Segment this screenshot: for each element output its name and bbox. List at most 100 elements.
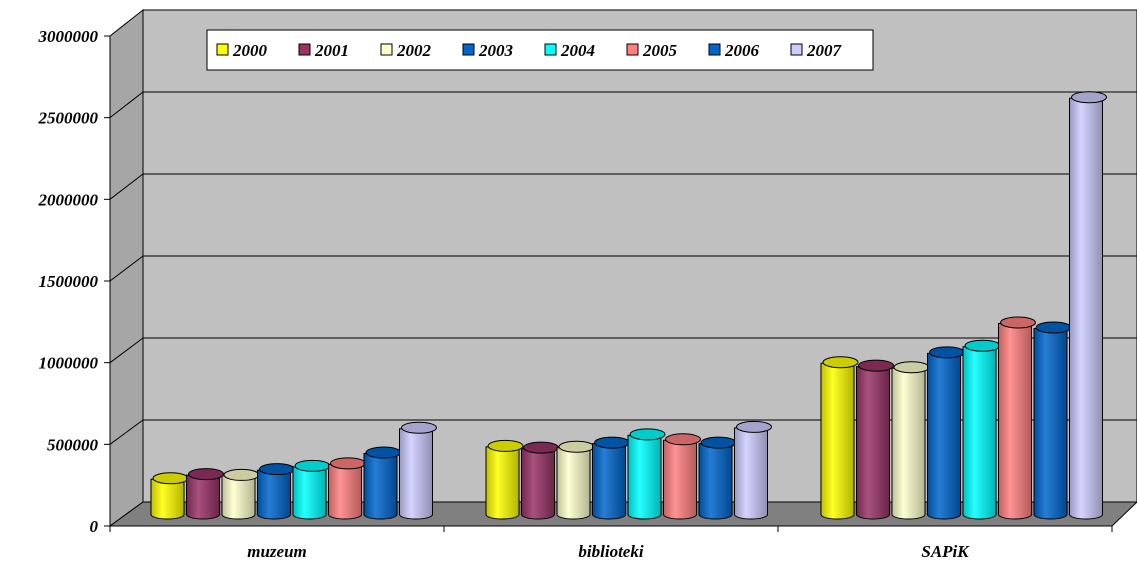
- gridline-side: [109, 337, 144, 364]
- legend-label: 2004: [560, 41, 595, 60]
- legend-swatch: [216, 43, 229, 56]
- x-category-label: biblioteki: [578, 542, 643, 561]
- legend-swatch: [462, 43, 475, 56]
- bar-SAPiK-2004: [962, 339, 1001, 520]
- bar-biblioteki-2005: [663, 433, 701, 520]
- y-tick-label: 500000: [47, 435, 99, 454]
- bar-muzeum-2005: [328, 457, 366, 520]
- bar-top: [594, 436, 630, 449]
- bar-body: [998, 323, 1032, 520]
- gridline-side: [109, 419, 144, 445]
- bar-biblioteki-2004: [627, 428, 666, 520]
- legend-label: 2001: [314, 41, 349, 60]
- bar-top: [365, 446, 402, 459]
- bar-SAPiK-2003: [927, 346, 965, 520]
- bar-body: [363, 453, 398, 520]
- bar-body: [962, 346, 997, 520]
- x-axis: muzeum biblioteki SAPiK: [109, 525, 1113, 561]
- bar-body: [627, 434, 662, 520]
- bar-top: [893, 361, 930, 374]
- bar-biblioteki-2000: [485, 439, 524, 520]
- legend-label: 2003: [478, 41, 514, 60]
- bar-SAPiK-2005: [998, 316, 1036, 520]
- bar-top: [558, 440, 595, 453]
- y-tick-label: 1000000: [39, 354, 99, 373]
- bar-SAPiK-2002: [891, 361, 930, 520]
- bar-top: [487, 439, 524, 452]
- bar-body: [328, 463, 362, 520]
- bar-biblioteki-2001: [521, 441, 559, 520]
- bar-biblioteki-2002: [556, 440, 595, 520]
- bar-body: [927, 352, 961, 520]
- bar-muzeum-2001: [186, 468, 224, 520]
- bar-body: [292, 466, 327, 520]
- bar-body: [221, 475, 256, 520]
- bar-body: [1033, 327, 1068, 520]
- bar-biblioteki-2007: [734, 420, 772, 520]
- bar-top: [858, 359, 894, 372]
- bar-body: [592, 443, 626, 520]
- bar-body: [663, 439, 697, 520]
- bar-top: [822, 356, 859, 369]
- bar-top: [1071, 91, 1107, 104]
- y-tick-label: 2000000: [38, 190, 99, 209]
- bar-SAPiK-2006: [1033, 321, 1072, 520]
- legend: 2000 2001 2002 2003 2004 2005 2006 2007: [206, 29, 874, 71]
- bar-SAPiK-2007: [1069, 91, 1107, 520]
- bar-top: [152, 472, 189, 485]
- bar-body: [186, 474, 220, 520]
- bar-top: [330, 457, 366, 470]
- bar-body: [891, 367, 926, 520]
- y-tick-label: 2500000: [38, 109, 99, 128]
- bar-muzeum-2002: [221, 468, 260, 520]
- bar-body: [556, 447, 591, 520]
- gridline-side: [109, 255, 144, 282]
- bar-top: [736, 420, 772, 433]
- bar-top: [523, 441, 559, 454]
- gridline-side: [109, 91, 144, 119]
- bar-body: [399, 428, 433, 520]
- gridline-side: [109, 173, 144, 200]
- legend-swatch: [544, 43, 557, 56]
- bar-body: [485, 446, 520, 520]
- legend-swatch: [626, 43, 639, 56]
- bar-top: [259, 463, 295, 476]
- bar-body: [150, 478, 185, 520]
- legend-label: 2005: [642, 41, 678, 60]
- bar-top: [188, 468, 224, 481]
- legend-swatch: [380, 43, 393, 56]
- legend-swatch: [790, 43, 803, 56]
- legend-swatch: [298, 43, 311, 56]
- bar-body: [734, 427, 768, 520]
- bar-body: [820, 362, 855, 520]
- bar-top: [629, 428, 666, 441]
- bar-top: [401, 421, 437, 434]
- bar-muzeum-2006: [363, 446, 402, 520]
- bar-muzeum-2000: [150, 472, 189, 520]
- bar-top: [700, 436, 737, 449]
- bar-top: [929, 346, 965, 359]
- y-tick-label: 3000000: [38, 27, 99, 46]
- legend-label: 2007: [806, 41, 843, 60]
- bar-muzeum-2004: [292, 459, 331, 520]
- bar-top: [665, 433, 701, 446]
- x-category-label: SAPiK: [921, 542, 970, 561]
- bar-body: [856, 366, 890, 520]
- bar-body: [698, 443, 733, 520]
- bar-top: [1000, 316, 1036, 329]
- bar-muzeum-2007: [399, 421, 437, 520]
- legend-label: 2002: [396, 41, 432, 60]
- bar-body: [257, 469, 291, 520]
- bars: [150, 91, 1107, 520]
- bar-SAPiK-2001: [856, 359, 894, 520]
- bar-body: [1069, 97, 1103, 520]
- legend-label: 2006: [724, 41, 760, 60]
- legend-swatch: [708, 43, 721, 56]
- bar-muzeum-2003: [257, 463, 295, 520]
- y-axis: 0 500000 1000000 1500000 2000000 2500000 30000…: [38, 27, 111, 536]
- bar-biblioteki-2003: [592, 436, 630, 520]
- legend-label: 2000: [232, 41, 268, 60]
- bar-biblioteki-2006: [698, 436, 737, 520]
- bar-SAPiK-2000: [820, 356, 859, 520]
